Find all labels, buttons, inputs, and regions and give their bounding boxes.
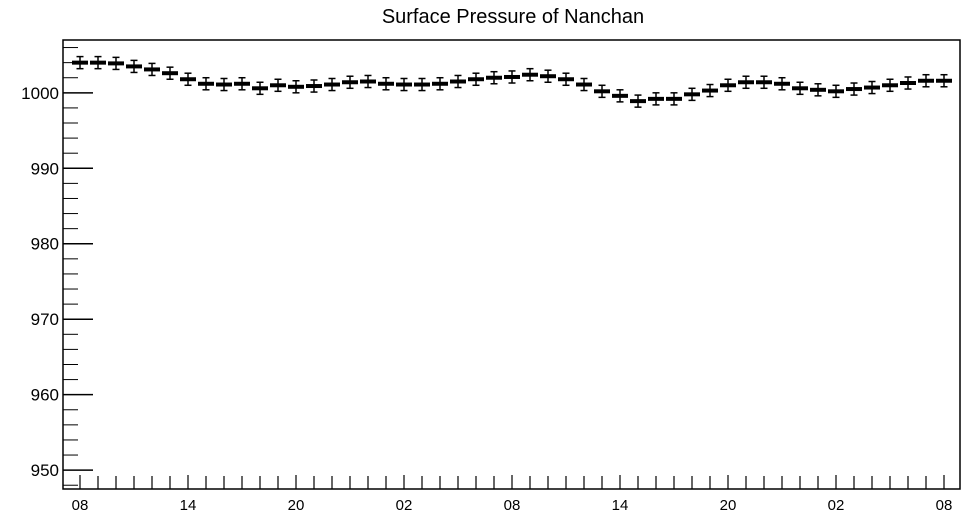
data-point <box>144 62 160 77</box>
data-point <box>486 70 502 85</box>
data-point <box>630 94 646 108</box>
data-point <box>126 59 142 74</box>
data-point <box>792 81 808 96</box>
data-point <box>216 77 232 92</box>
data-point <box>360 74 376 89</box>
x-tick-label: 08 <box>72 497 89 514</box>
x-tick-label: 08 <box>504 497 521 514</box>
data-point <box>540 69 556 84</box>
chart-title: Surface Pressure of Nanchan <box>382 6 644 28</box>
data-point <box>288 79 304 94</box>
data-point <box>864 80 880 95</box>
data-point <box>504 70 520 84</box>
x-tick-label: 20 <box>288 497 305 514</box>
x-tick-label: 14 <box>612 497 629 514</box>
x-tick-label: 14 <box>180 497 197 514</box>
data-point <box>342 75 358 90</box>
data-point <box>450 74 466 89</box>
x-tick-label: 08 <box>936 497 953 514</box>
x-tick-label: 02 <box>828 497 845 514</box>
data-point <box>774 76 790 91</box>
data-layer <box>72 55 952 108</box>
y-tick-label: 950 <box>31 461 59 480</box>
data-point <box>666 92 682 106</box>
data-point <box>198 76 214 91</box>
data-point <box>468 72 484 87</box>
data-point <box>270 78 286 93</box>
y-tick-label: 970 <box>31 310 59 329</box>
data-point <box>522 67 538 82</box>
data-point <box>612 89 628 103</box>
data-point <box>234 76 250 91</box>
x-tick-label: 02 <box>396 497 413 514</box>
data-point <box>810 83 826 97</box>
data-point <box>162 66 178 80</box>
data-point <box>882 78 898 93</box>
data-point <box>378 76 394 91</box>
y-tick-label: 1000 <box>21 84 59 103</box>
data-point <box>396 77 412 92</box>
data-point <box>846 82 862 96</box>
data-point <box>324 77 340 92</box>
data-point <box>828 84 844 99</box>
data-point <box>936 73 952 88</box>
data-point <box>432 76 448 91</box>
data-point <box>648 92 664 106</box>
data-point <box>756 75 772 90</box>
data-point <box>180 72 196 87</box>
data-point <box>720 78 736 93</box>
data-point <box>900 76 916 90</box>
y-tick-label: 990 <box>31 159 59 178</box>
y-tick-label: 960 <box>31 386 59 405</box>
axes-layer: 950 960 970 980 990 1000 08 14 20 02 08 14 20 02 08 <box>21 47 953 514</box>
y-tick-label: 980 <box>31 235 59 254</box>
data-point <box>918 73 934 88</box>
data-point <box>576 77 592 92</box>
data-point <box>702 83 718 98</box>
data-point <box>72 55 88 70</box>
data-point <box>594 84 610 99</box>
data-point <box>108 56 124 71</box>
data-point <box>738 75 754 90</box>
plot-frame <box>62 39 961 490</box>
x-tick-label: 20 <box>720 497 737 514</box>
data-point <box>90 55 106 70</box>
data-point <box>306 79 322 93</box>
data-point <box>558 72 574 87</box>
data-point <box>684 87 700 102</box>
data-point <box>414 77 430 92</box>
data-point <box>252 81 268 96</box>
